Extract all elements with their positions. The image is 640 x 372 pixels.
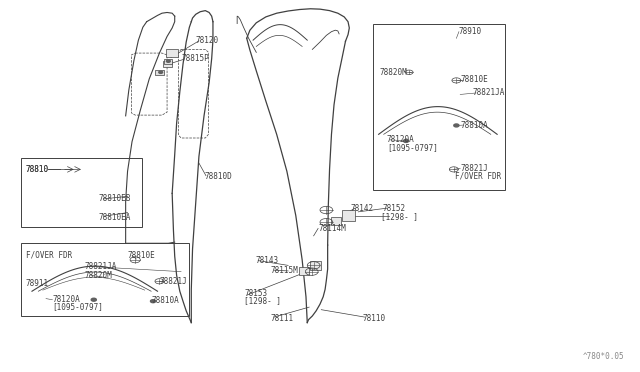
Text: 78821J: 78821J xyxy=(159,278,187,286)
Text: 78810EA: 78810EA xyxy=(99,213,131,222)
Bar xyxy=(163,61,172,67)
Text: 78111: 78111 xyxy=(271,314,294,323)
Bar xyxy=(156,70,164,75)
Text: 78115M: 78115M xyxy=(271,266,299,275)
Circle shape xyxy=(454,124,459,127)
Text: 78120A: 78120A xyxy=(52,295,80,304)
Text: 78810E: 78810E xyxy=(127,251,156,260)
Text: F/OVER FDR: F/OVER FDR xyxy=(26,251,72,260)
Text: 78810EB: 78810EB xyxy=(99,195,131,203)
Text: 78120A: 78120A xyxy=(387,135,415,144)
Text: 78810A: 78810A xyxy=(460,121,488,129)
Bar xyxy=(299,267,309,275)
Bar xyxy=(373,23,505,190)
Bar xyxy=(331,217,341,225)
Text: [1095-0797]: [1095-0797] xyxy=(387,143,438,152)
Text: [1298- ]: [1298- ] xyxy=(381,212,417,221)
Text: [1095-0797]: [1095-0797] xyxy=(52,302,103,312)
Text: 78911: 78911 xyxy=(26,279,49,288)
Text: [1298- ]: [1298- ] xyxy=(244,296,281,305)
Text: 78815P: 78815P xyxy=(182,54,209,63)
Text: 78114M: 78114M xyxy=(318,224,346,233)
Text: ^780*0.05: ^780*0.05 xyxy=(583,352,625,361)
Text: 78810: 78810 xyxy=(26,165,49,174)
Text: 78152: 78152 xyxy=(383,203,406,213)
Text: 78820M: 78820M xyxy=(380,68,407,77)
Bar xyxy=(342,211,355,221)
Text: 78810E: 78810E xyxy=(460,75,488,84)
Text: 78110: 78110 xyxy=(363,314,386,323)
Text: 78120: 78120 xyxy=(196,36,219,45)
Text: 78810A: 78810A xyxy=(151,296,179,305)
Text: 78821JA: 78821JA xyxy=(84,262,116,271)
Circle shape xyxy=(150,300,156,303)
Bar xyxy=(166,49,178,57)
Text: 78810: 78810 xyxy=(26,165,49,174)
Circle shape xyxy=(159,71,163,73)
Text: 78820M: 78820M xyxy=(84,271,112,280)
Circle shape xyxy=(403,140,408,142)
Text: 78821JA: 78821JA xyxy=(473,89,506,97)
Text: 78143: 78143 xyxy=(255,256,278,265)
Circle shape xyxy=(166,60,170,62)
Text: 78810D: 78810D xyxy=(204,172,232,181)
Text: 78910: 78910 xyxy=(459,27,482,36)
Bar xyxy=(20,158,141,227)
Bar xyxy=(310,261,321,270)
Circle shape xyxy=(92,298,97,301)
Text: 78821J: 78821J xyxy=(460,164,488,173)
Text: 78153: 78153 xyxy=(244,289,268,298)
Bar xyxy=(20,243,189,316)
Text: F/OVER FDR: F/OVER FDR xyxy=(455,171,501,180)
Bar xyxy=(164,59,173,64)
Text: 78142: 78142 xyxy=(351,203,374,213)
